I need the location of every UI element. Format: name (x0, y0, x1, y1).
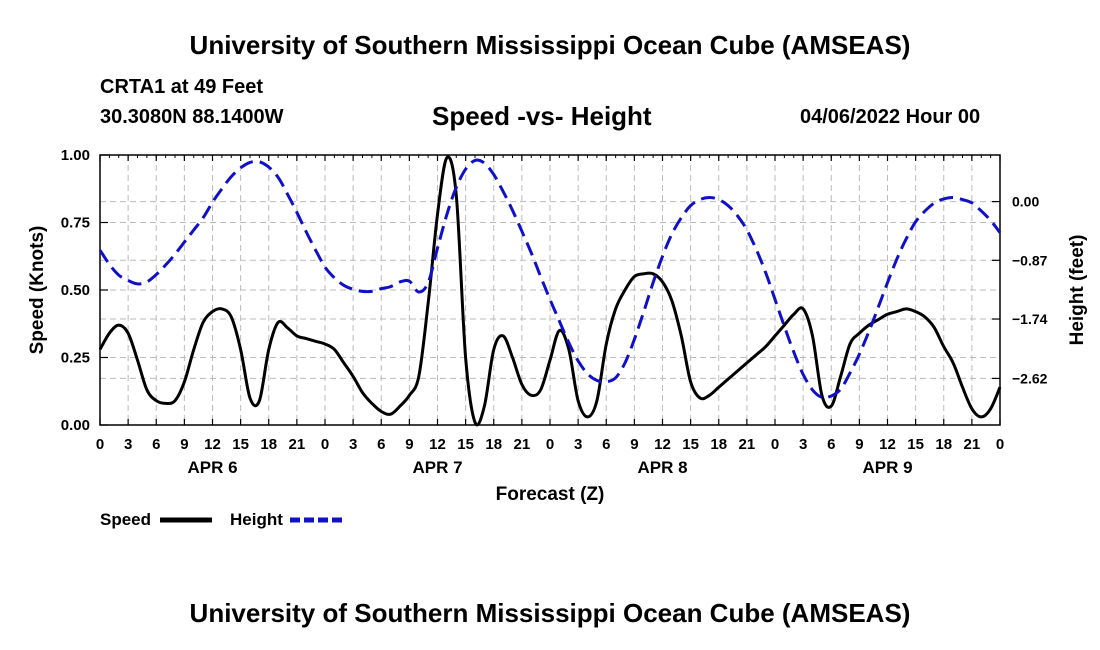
x-tick-label: 9 (405, 436, 413, 453)
x-tick-label: 0 (96, 436, 104, 453)
x-tick-label: 3 (574, 436, 582, 453)
station-label: CRTA1 at 49 Feet (100, 76, 264, 98)
main-title: University of Southern Mississippi Ocean… (189, 30, 911, 60)
footer-title: University of Southern Mississippi Ocean… (189, 598, 911, 628)
x-tick-label: 9 (180, 436, 188, 453)
y-axis-label-right: Height (feet) (1067, 235, 1088, 346)
x-tick-label: 18 (485, 436, 502, 453)
right-tick-label: −2.62 (1012, 370, 1048, 386)
y-axis-label-left: Speed (Knots) (27, 226, 48, 355)
day-label: APR 8 (637, 458, 687, 477)
axis-ticks: 0 3 6 9 12 15 18 21 0 3 6 9 12 15 18 21 0 3 6 9 12 15 18 21 0 3 6 9… (61, 147, 1048, 477)
x-tick-label: 9 (630, 436, 638, 453)
x-tick-label: 0 (771, 436, 779, 453)
x-tick-label: 6 (827, 436, 835, 453)
x-tick-label: 3 (124, 436, 132, 453)
series-line-height (98, 158, 1002, 400)
x-tick-label: 3 (799, 436, 807, 453)
x-tick-label: 0 (321, 436, 329, 453)
legend-speed-label: Speed (100, 510, 152, 529)
left-tick-label: 0.75 (61, 215, 90, 232)
right-tick-label: −1.74 (1012, 311, 1048, 327)
x-axis-label: Forecast (Z) (496, 484, 605, 505)
x-tick-label: 15 (682, 436, 699, 453)
x-tick-label: 0 (996, 436, 1004, 453)
x-tick-label: 21 (514, 436, 531, 453)
grid (100, 155, 1000, 425)
left-tick-label: 0.00 (61, 417, 90, 434)
left-tick-label: 0.25 (61, 350, 90, 367)
day-label: APR 6 (187, 458, 237, 477)
legend-height-label: Height (230, 510, 283, 529)
x-tick-label: 21 (289, 436, 306, 453)
x-tick-label: 21 (964, 436, 981, 453)
x-tick-label: 12 (654, 436, 671, 453)
x-tick-label: 12 (879, 436, 896, 453)
series-layer (98, 155, 1002, 427)
datetime-label: 04/06/2022 Hour 00 (800, 106, 981, 128)
chart-title: Speed -vs- Height (432, 101, 652, 131)
x-tick-label: 12 (429, 436, 446, 453)
x-tick-label: 6 (602, 436, 610, 453)
x-tick-label: 15 (907, 436, 924, 453)
right-tick-label: −0.87 (1012, 252, 1048, 268)
x-tick-label: 12 (204, 436, 221, 453)
right-tick-label: 0.00 (1012, 194, 1039, 210)
x-tick-label: 0 (546, 436, 554, 453)
x-tick-label: 6 (152, 436, 160, 453)
series-line-speed (98, 155, 1002, 427)
x-tick-label: 15 (457, 436, 474, 453)
x-tick-label: 6 (377, 436, 385, 453)
day-label: APR 9 (862, 458, 912, 477)
coordinates-label: 30.3080N 88.1400W (100, 106, 284, 128)
x-tick-label: 21 (739, 436, 756, 453)
x-tick-label: 9 (855, 436, 863, 453)
left-tick-label: 1.00 (61, 147, 90, 164)
x-tick-label: 18 (935, 436, 952, 453)
x-tick-label: 18 (260, 436, 277, 453)
left-tick-label: 0.50 (61, 282, 90, 299)
x-tick-label: 3 (349, 436, 357, 453)
x-tick-label: 18 (710, 436, 727, 453)
x-tick-label: 15 (232, 436, 249, 453)
day-label: APR 7 (412, 458, 462, 477)
